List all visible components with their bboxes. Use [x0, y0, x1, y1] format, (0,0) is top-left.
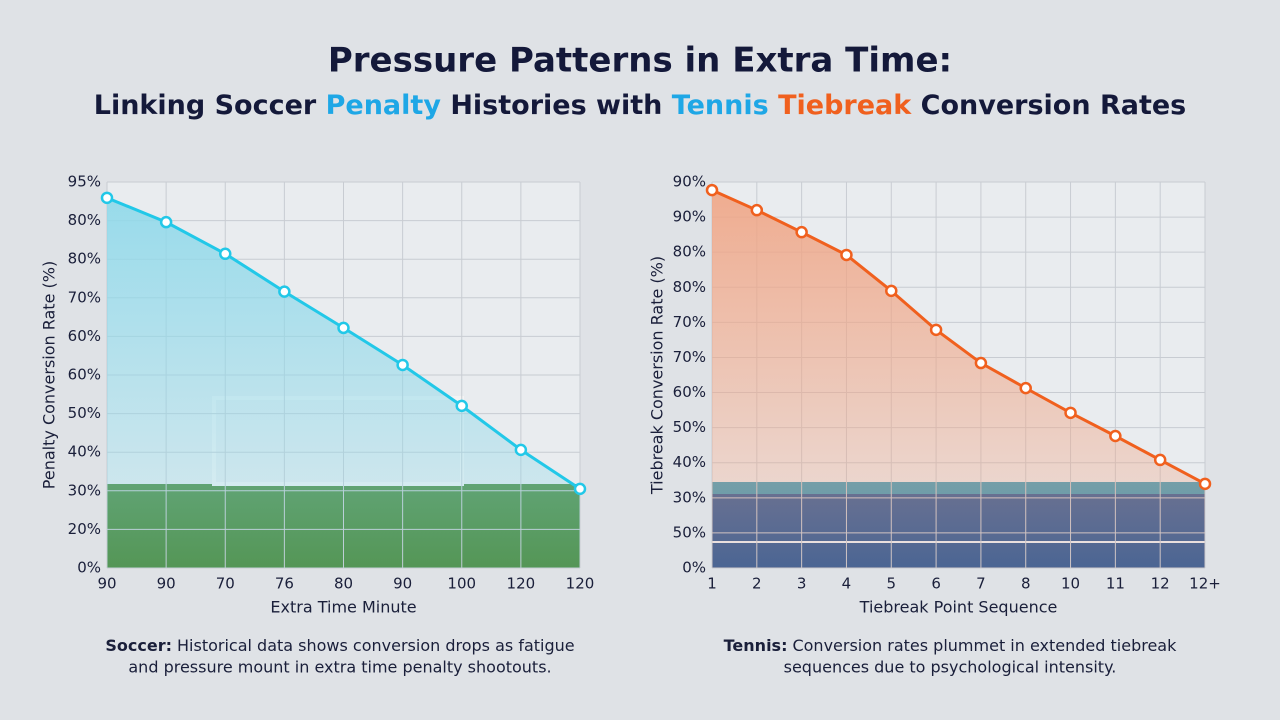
x-tick-label: 7 [976, 575, 986, 593]
y-tick-label: 0% [682, 559, 706, 577]
x-tick-label: 120 [507, 575, 536, 593]
x-tick-label: 10 [1061, 575, 1080, 593]
area [712, 190, 1205, 568]
point [1198, 477, 1212, 491]
y-tick-label: 80% [68, 250, 101, 268]
y-tick-label: 60% [68, 327, 101, 345]
point [705, 183, 719, 197]
subtitle-part: Linking Soccer [94, 90, 326, 121]
y-tick-label: 50% [673, 418, 706, 436]
y-tick-label: 50% [68, 404, 101, 422]
y-tick-label: 30% [68, 481, 101, 499]
x-tick-label: 11 [1106, 575, 1125, 593]
x-tick-label: 70 [216, 575, 235, 593]
subtitle-part: Penalty [326, 90, 442, 121]
subtitle-part [769, 90, 778, 121]
caption: Soccer: Historical data shows conversion … [105, 636, 574, 655]
caption: and pressure mount in extra time penalty… [128, 658, 551, 677]
point [929, 323, 943, 337]
x-tick-label: 120 [566, 575, 595, 593]
x-tick-label: 12 [1151, 575, 1170, 593]
x-tick-label: 100 [447, 575, 476, 593]
x-tick-label: 8 [1021, 575, 1031, 593]
y-tick-label: 30% [673, 488, 706, 506]
caption-lead: Soccer: [105, 636, 172, 655]
x-tick-label: 1 [707, 575, 717, 593]
point [1153, 453, 1167, 467]
y-tick-label: 60% [68, 366, 101, 384]
subtitle-part: Conversion Rates [911, 90, 1186, 121]
x-tick-label: 80 [334, 575, 353, 593]
y-tick-label: 0% [77, 559, 101, 577]
x-tick-label: 3 [797, 575, 807, 593]
point [455, 399, 468, 413]
x-tick-label: 4 [842, 575, 852, 593]
y-tick-label: 70% [673, 348, 706, 366]
point [885, 284, 898, 298]
point [396, 358, 409, 372]
point [159, 215, 173, 229]
x-tick-label: 2 [752, 575, 762, 593]
y-tick-label: 80% [673, 278, 706, 296]
y-tick-label: 50% [673, 523, 706, 541]
y-tick-label: 60% [673, 383, 706, 401]
y-tick-label: 95% [68, 173, 101, 191]
x-axis-title: Tiebreak Point Sequence [859, 598, 1058, 617]
y-tick-label: 40% [68, 443, 101, 461]
x-tick-label: 76 [275, 575, 294, 593]
subtitle-part: Tiebreak [778, 90, 912, 121]
point [974, 356, 988, 370]
point [100, 191, 114, 205]
caption-text: Conversion rates plummet in extended tie… [792, 636, 1177, 655]
caption-lead: Tennis: [724, 636, 788, 655]
y-tick-label: 20% [68, 520, 101, 538]
y-tick-label: 90% [673, 208, 706, 226]
subtitle: Linking Soccer Penalty Histories with Te… [94, 90, 1187, 121]
caption: Tennis: Conversion rates plummet in exten… [724, 636, 1177, 655]
y-axis-title: Tiebreak Conversion Rate (%) [648, 256, 667, 495]
point [840, 248, 853, 262]
line [711, 188, 1206, 486]
y-tick-label: 70% [673, 313, 706, 331]
caption-text: Historical data shows conversion drops a… [177, 636, 575, 655]
subtitle-part: Histories with [441, 90, 672, 121]
point [337, 321, 350, 335]
x-tick-label: 5 [886, 575, 896, 593]
point [1109, 429, 1122, 443]
point [1064, 406, 1077, 420]
point [795, 225, 808, 239]
x-tick-label: 6 [931, 575, 941, 593]
y-tick-label: 80% [673, 243, 706, 261]
point [573, 482, 587, 496]
x-tick-label: 90 [157, 575, 176, 593]
point [219, 247, 232, 261]
x-tick-label: 12+ [1189, 575, 1221, 593]
y-tick-label: 70% [68, 288, 101, 306]
x-axis-title: Extra Time Minute [270, 598, 416, 617]
subtitle-part: Tennis [672, 90, 769, 121]
area [107, 197, 580, 569]
title: Pressure Patterns in Extra Time: [328, 41, 952, 81]
x-tick-label: 90 [97, 575, 116, 593]
point [278, 285, 291, 298]
y-tick-label: 40% [673, 453, 706, 471]
caption: sequences due to psychological intensity… [784, 658, 1117, 677]
y-tick-label: 80% [68, 211, 101, 229]
point [514, 443, 528, 457]
point [1019, 381, 1032, 395]
y-axis-title: Penalty Conversion Rate (%) [40, 261, 59, 489]
point [750, 203, 764, 217]
x-tick-label: 90 [393, 575, 412, 593]
y-tick-label: 90% [673, 173, 706, 191]
